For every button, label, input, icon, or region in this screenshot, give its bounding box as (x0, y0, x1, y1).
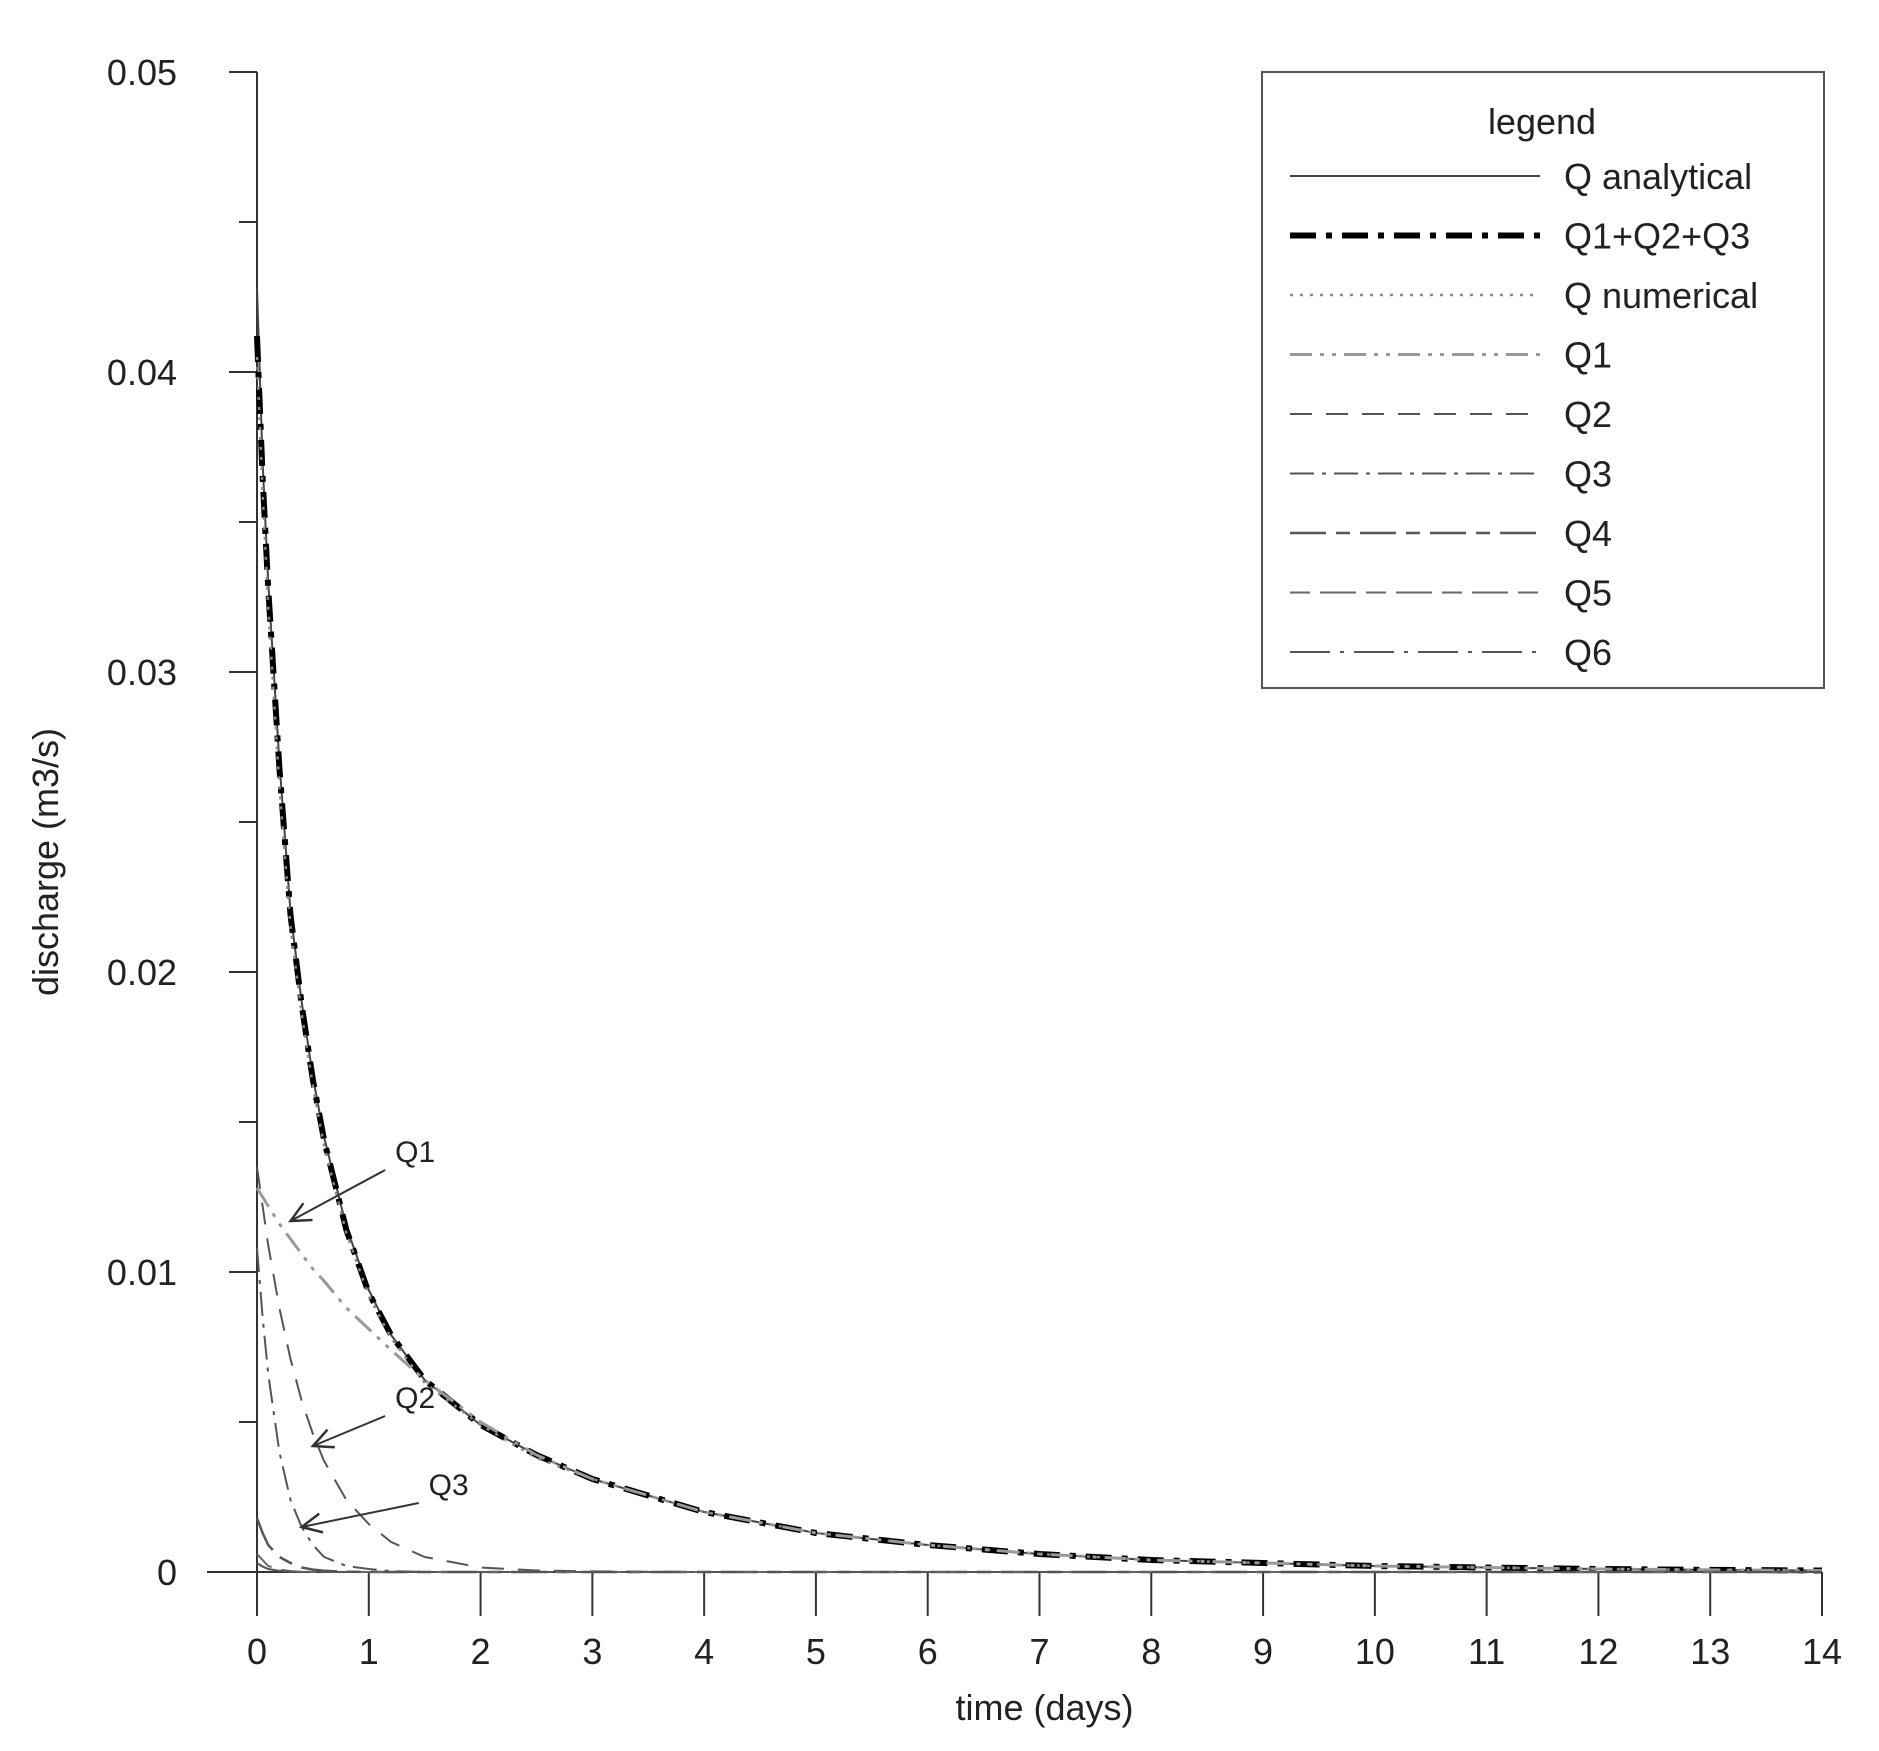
x-tick-label: 6 (918, 1631, 938, 1672)
series-line-q6 (256, 1562, 1822, 1573)
x-tick-label: 7 (1029, 1631, 1049, 1672)
annotation-label: Q2 (395, 1382, 435, 1415)
legend-label-q3: Q3 (1564, 454, 1612, 495)
legend-label-q1-q2-q3: Q1+Q2+Q3 (1564, 216, 1750, 257)
y-tick-label: 0.01 (107, 1252, 177, 1293)
x-tick-label: 12 (1578, 1631, 1618, 1672)
x-tick-label: 1 (359, 1631, 379, 1672)
legend-title: legend (1488, 101, 1596, 142)
y-axis-title: discharge (m3/s) (25, 728, 66, 996)
y-tick-label: 0 (157, 1552, 177, 1593)
legend-label-q4: Q4 (1564, 513, 1612, 554)
legend-label-q6: Q6 (1564, 632, 1612, 673)
y-tick-label: 0.03 (107, 652, 177, 693)
legend-entries: Q analytical Q1+Q2+Q3 Q numerical Q1 Q2 Q3 Q4 Q… (1290, 156, 1758, 673)
x-ticks: 0 1 2 3 4 5 6 7 8 9 10 11 12 13 14 (247, 1572, 1842, 1672)
x-tick-label: 11 (1468, 1631, 1505, 1672)
series-line-q1 (255, 1187, 1823, 1572)
y-tick-label: 0.02 (107, 952, 177, 993)
x-axis-title: time (days) (955, 1687, 1133, 1728)
annotation-arrowhead (310, 1428, 335, 1449)
x-tick-label: 8 (1141, 1631, 1161, 1672)
x-tick-label: 4 (694, 1631, 714, 1672)
legend-label-q5: Q5 (1564, 573, 1612, 614)
legend-box (1261, 71, 1825, 689)
x-tick-label: 13 (1690, 1631, 1730, 1672)
legend-label-q-analytical: Q analytical (1564, 156, 1752, 197)
x-tick-label: 3 (582, 1631, 602, 1672)
y-tick-label: 0.04 (107, 352, 177, 393)
annotation-arrow-line (301, 1502, 419, 1528)
series-group (254, 287, 1823, 1574)
annotation-arrow-line (312, 1415, 386, 1447)
x-tick-label: 0 (247, 1631, 267, 1672)
annotation-label: Q3 (429, 1469, 469, 1502)
annotation-arrowhead (298, 1512, 324, 1534)
legend: legend Q analytical Q1+Q2+Q3 Q numerical Q1… (1261, 71, 1825, 689)
x-tick-label: 9 (1253, 1631, 1273, 1672)
legend-label-q-numerical: Q numerical (1564, 275, 1758, 316)
legend-label-q1: Q1 (1564, 335, 1612, 376)
x-tick-label: 5 (806, 1631, 826, 1672)
legend-label-q2: Q2 (1564, 394, 1612, 435)
series-line-q1-q2-q3 (254, 335, 1823, 1574)
annotation-arrow-line (290, 1169, 386, 1222)
y-tick-label: 0.05 (107, 52, 177, 93)
annotations: Q1 Q2 Q3 (288, 1136, 469, 1534)
annotation-arrowhead (288, 1202, 313, 1223)
x-tick-label: 2 (471, 1631, 491, 1672)
x-tick-label: 14 (1802, 1631, 1842, 1672)
y-ticks: 0 0.01 0.02 0.03 0.04 0.05 (107, 52, 257, 1593)
x-tick-label: 10 (1355, 1631, 1395, 1672)
annotation-label: Q1 (395, 1136, 435, 1169)
